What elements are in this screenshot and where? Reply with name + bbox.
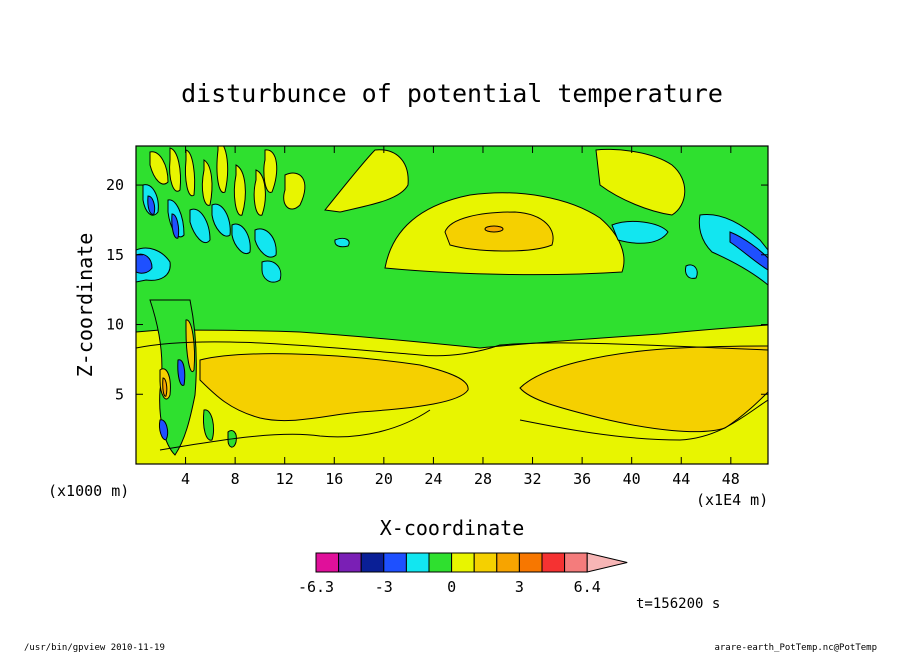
- contour-region-orange-right: [519, 345, 768, 433]
- colorbar-swatch: [315, 552, 340, 573]
- x-tick-label: 24: [424, 470, 442, 488]
- x-tick-label: 20: [375, 470, 393, 488]
- x-tick-label: 4: [181, 470, 190, 488]
- x-axis-label: X-coordinate: [380, 516, 525, 540]
- colorbar-swatch: [405, 552, 430, 573]
- colorbar-tick-label: 3: [515, 578, 524, 596]
- y-tick-label: 20: [106, 176, 124, 194]
- plot-frame: [135, 145, 769, 465]
- footer-right: arare-earth_PotTemp.nc@PotTemp: [714, 643, 877, 653]
- contour-field: [136, 146, 768, 464]
- colorbar-tick-labels: -6.3 -3 0 3 6.4: [298, 578, 601, 596]
- colorbar-swatch: [564, 552, 588, 573]
- y-axis: 5 10 15 20: [106, 176, 768, 403]
- colorbar: [315, 552, 628, 573]
- y-axis-label: Z-coordinate: [73, 233, 97, 378]
- colorbar-swatch: [451, 552, 475, 573]
- colorbar-swatch: [473, 552, 498, 573]
- colorbar-swatch: [518, 552, 543, 573]
- colorbar-swatch: [360, 552, 385, 573]
- y-unit-label: (x1000 m): [48, 482, 129, 500]
- colorbar-swatch: [428, 552, 453, 573]
- chart-title: disturbunce of potential temperature: [181, 79, 723, 108]
- x-axis: 4 8 12 16 20 24 28 32 36 40 44 48: [181, 146, 740, 488]
- x-tick-label: 12: [276, 470, 294, 488]
- x-tick-label: 8: [231, 470, 240, 488]
- x-tick-label: 16: [325, 470, 343, 488]
- colorbar-tick-label: -3: [375, 578, 393, 596]
- y-tick-label: 5: [115, 385, 124, 403]
- x-tick-label: 48: [722, 470, 740, 488]
- colorbar-swatch: [383, 552, 407, 573]
- contour-region-orange-left: [199, 353, 469, 422]
- y-tick-label: 10: [106, 316, 124, 334]
- contour-region-green-lower-left: [149, 299, 197, 456]
- colorbar-tick-label: 6.4: [574, 578, 601, 596]
- x-tick-label: 44: [672, 470, 690, 488]
- x-tick-label: 36: [573, 470, 591, 488]
- colorbar-swatch: [496, 552, 520, 573]
- x-tick-label: 32: [524, 470, 542, 488]
- colorbar-swatch: [541, 552, 566, 573]
- x-tick-label: 40: [623, 470, 641, 488]
- colorbar-tick-label: -6.3: [298, 578, 334, 596]
- footer-left: /usr/bin/gpview 2010-11-19: [24, 643, 165, 653]
- time-label: t=156200 s: [636, 596, 720, 612]
- x-tick-label: 28: [474, 470, 492, 488]
- x-unit-label: (x1E4 m): [696, 491, 768, 509]
- colorbar-swatch: [338, 552, 362, 573]
- colorbar-tick-label: 0: [447, 578, 456, 596]
- y-tick-label: 15: [106, 246, 124, 264]
- colorbar-extend-arrow: [586, 552, 628, 573]
